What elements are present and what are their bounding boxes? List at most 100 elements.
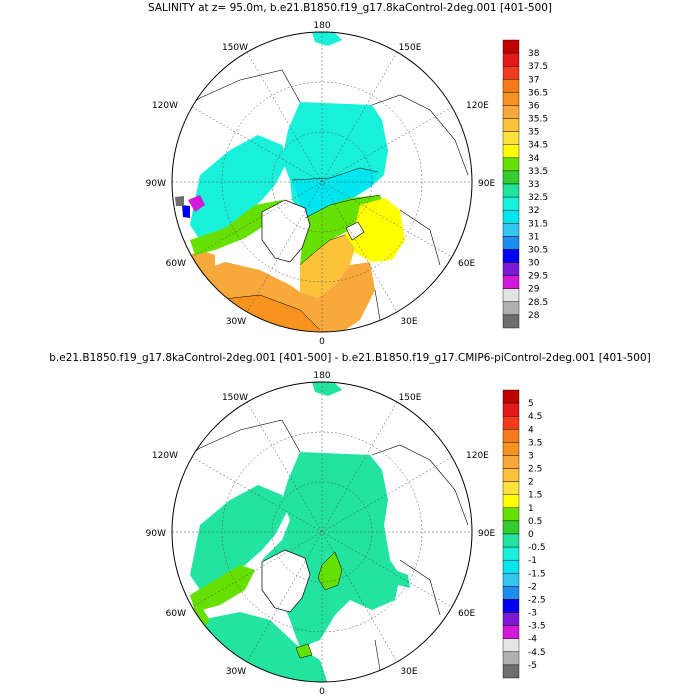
bottom-colorbar-label: 5 bbox=[528, 399, 534, 409]
bottom-land-greenland bbox=[261, 549, 311, 613]
bottom-lon-labels: 180 150W 150E 120W 120E 90W 90E 60W 60E … bbox=[146, 371, 496, 697]
bottom-colorbar: 5 4.5 4 3.5 3 2.5 2 1.5 1 0.5 0 -0.5 -1 -1.5 -2 -2.5 -3 -… bbox=[502, 389, 546, 679]
top-colorbar-label: 35.5 bbox=[528, 115, 548, 125]
top-lon-se: 30E bbox=[400, 317, 417, 327]
bottom-lon-ene: 120E bbox=[466, 451, 489, 461]
top-panel-title: SALINITY at z= 95.0m, b.e21.B1850.f19_g1… bbox=[147, 2, 553, 14]
top-colorbar-swatch bbox=[502, 209, 520, 224]
bottom-colorbar-swatch bbox=[502, 559, 520, 574]
bottom-field-barents-green bbox=[317, 551, 343, 591]
top-field-hudson-gray bbox=[175, 196, 184, 206]
bottom-field-arctic bbox=[262, 452, 400, 648]
bottom-lon-s: 0 bbox=[319, 687, 325, 697]
top-colorbar-swatch bbox=[502, 39, 520, 54]
top-field-bering bbox=[312, 32, 342, 46]
bottom-colorbar-swatch bbox=[502, 625, 520, 639]
top-colorbar-swatch bbox=[502, 275, 520, 289]
top-lon-ene: 120E bbox=[466, 101, 489, 111]
bottom-colorbar-label: -4.5 bbox=[528, 648, 546, 658]
bottom-lon-ese: 60E bbox=[458, 609, 475, 619]
top-coastline bbox=[174, 69, 469, 332]
bottom-colorbar-label: 1 bbox=[528, 504, 534, 514]
bottom-colorbar-swatch bbox=[502, 651, 520, 666]
top-colorbar-label: 37 bbox=[528, 75, 539, 85]
top-lon-ne: 150E bbox=[399, 43, 422, 53]
top-colorbar-swatch bbox=[502, 131, 520, 145]
top-colorbar-label: 32.5 bbox=[528, 193, 548, 203]
bottom-colorbar-label: -3.5 bbox=[528, 622, 546, 632]
bottom-field-baffin bbox=[190, 565, 255, 612]
top-colorbar-label: 31.5 bbox=[528, 219, 548, 229]
bottom-colorbar-swatch bbox=[502, 546, 520, 561]
bottom-colorbar-label: -0.5 bbox=[528, 543, 546, 553]
bottom-field-bering bbox=[312, 382, 342, 396]
bottom-colorbar-swatch bbox=[502, 533, 520, 548]
bottom-lon-nw: 150W bbox=[222, 393, 248, 403]
top-colorbar-swatch bbox=[502, 236, 520, 250]
top-lon-nw: 150W bbox=[222, 43, 248, 53]
top-field-yellow bbox=[340, 198, 405, 262]
bottom-colorbar-swatch bbox=[502, 402, 520, 417]
top-lon-ese: 60E bbox=[458, 259, 475, 269]
bottom-colorbar-swatch bbox=[502, 468, 520, 482]
top-lon-labels: 180 150W 150E 120W 120E 90W 90E 60W 60E … bbox=[146, 21, 496, 347]
bottom-colorbar-swatch bbox=[502, 442, 520, 456]
bottom-colorbar-swatch bbox=[502, 415, 520, 430]
top-colorbar-label: 30 bbox=[528, 259, 540, 269]
bottom-colorbar-label: 0.5 bbox=[528, 517, 542, 527]
top-lon-e: 90E bbox=[478, 179, 495, 189]
top-field-cyan-band bbox=[292, 168, 378, 218]
top-colorbar-label: 29 bbox=[528, 285, 540, 295]
bottom-lon-se: 30E bbox=[400, 667, 417, 677]
top-colorbar-swatch bbox=[502, 223, 520, 237]
top-colorbar-label: 37.5 bbox=[528, 62, 548, 72]
bottom-lon-sw: 30W bbox=[226, 667, 246, 677]
top-colorbar-swatch bbox=[502, 157, 520, 172]
top-colorbar-label: 28.5 bbox=[528, 298, 548, 308]
top-colorbar-swatch bbox=[502, 314, 520, 329]
top-field-light-orange bbox=[300, 235, 355, 298]
bottom-colorbar-swatch bbox=[502, 599, 520, 613]
bottom-colorbar-label: -1.5 bbox=[528, 569, 546, 579]
bottom-colorbar-label: -1 bbox=[528, 556, 537, 566]
bottom-graticule bbox=[172, 382, 472, 682]
bottom-coastline bbox=[174, 419, 469, 682]
bottom-colorbar-swatch bbox=[502, 573, 520, 587]
top-colorbar-swatch bbox=[502, 183, 520, 198]
bottom-lon-e: 90E bbox=[478, 529, 495, 539]
bottom-field-caa bbox=[190, 485, 288, 590]
top-colorbar-label: 28 bbox=[528, 311, 540, 321]
top-colorbar-label: 38 bbox=[528, 49, 540, 59]
bottom-colorbar-label: 2 bbox=[528, 478, 534, 488]
bottom-colorbar-swatch bbox=[502, 429, 520, 443]
bottom-colorbar-swatch bbox=[502, 638, 520, 653]
top-map: 180 150W 150E 120W 120E 90W 90E 60W 60E … bbox=[146, 21, 496, 347]
top-colorbar-swatch bbox=[502, 79, 520, 93]
bottom-colorbar-swatch bbox=[502, 455, 520, 469]
top-colorbar-swatch bbox=[502, 52, 520, 67]
top-colorbar-swatch bbox=[502, 196, 520, 211]
top-colorbar-swatch bbox=[502, 262, 520, 276]
top-colorbar-label: 32 bbox=[528, 206, 539, 216]
top-map-frame bbox=[171, 31, 473, 333]
top-field-hudson-blue bbox=[182, 205, 190, 218]
bottom-colorbar-label: 3 bbox=[528, 451, 534, 461]
top-field-hudson-purple bbox=[188, 195, 205, 212]
bottom-field-kara bbox=[395, 570, 410, 588]
bottom-lon-wnw: 120W bbox=[152, 451, 178, 461]
top-colorbar-label: 36 bbox=[528, 101, 540, 111]
top-colorbar-label: 31 bbox=[528, 232, 539, 242]
bottom-field-iceland-green bbox=[295, 643, 313, 659]
bottom-colorbar-swatch bbox=[502, 494, 520, 509]
top-land-greenland bbox=[261, 199, 311, 263]
top-colorbar-label: 29.5 bbox=[528, 272, 548, 282]
top-land-svalbard bbox=[345, 221, 365, 241]
bottom-colorbar-label: 2.5 bbox=[528, 465, 542, 475]
top-colorbar-swatch bbox=[502, 118, 520, 132]
top-colorbar-label: 34 bbox=[528, 154, 540, 164]
bottom-colorbar-label: 0 bbox=[528, 530, 534, 540]
top-lon-sw: 30W bbox=[226, 317, 246, 327]
top-colorbar-label: 34.5 bbox=[528, 141, 548, 151]
bottom-lon-n: 180 bbox=[313, 371, 330, 381]
bottom-colorbar-label: 3.5 bbox=[528, 438, 542, 448]
